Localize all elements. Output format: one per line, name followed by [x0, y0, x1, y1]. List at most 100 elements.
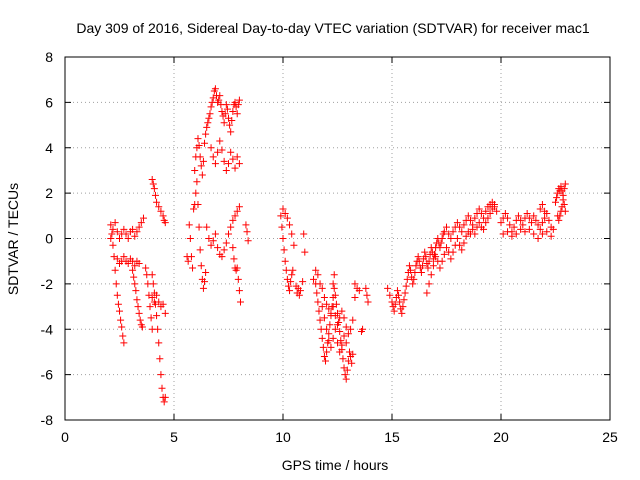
data-point [547, 232, 555, 240]
data-point [553, 194, 561, 202]
data-point [386, 291, 394, 299]
data-point [113, 228, 121, 236]
data-point [538, 200, 546, 208]
data-point [107, 235, 115, 242]
data-point [206, 110, 214, 118]
data-point [234, 275, 242, 283]
data-point [107, 221, 115, 229]
data-point [384, 284, 392, 292]
data-point [458, 246, 466, 254]
data-point [138, 323, 146, 331]
data-point [318, 334, 326, 342]
data-point [514, 212, 522, 220]
data-point [440, 250, 448, 258]
data-point [201, 278, 209, 286]
data-point [338, 307, 346, 315]
data-point [331, 312, 339, 320]
data-point [196, 153, 204, 161]
grid [65, 57, 610, 420]
data-point [149, 280, 157, 288]
data-point [131, 280, 139, 288]
data-point [449, 248, 457, 256]
data-point [325, 337, 333, 345]
data-point [336, 348, 344, 356]
data-point [482, 219, 490, 227]
data-point [320, 314, 328, 322]
data-point [193, 178, 201, 186]
data-point [277, 212, 285, 220]
data-point [214, 148, 222, 156]
data-point [364, 298, 372, 306]
data-point [534, 235, 542, 242]
data-point [108, 230, 116, 238]
data-point [131, 232, 139, 240]
data-point [543, 228, 551, 236]
data-point [340, 332, 348, 340]
data-point [185, 221, 193, 229]
data-point [137, 219, 145, 227]
data-point [159, 300, 167, 308]
data-point [130, 273, 138, 281]
data-point [221, 110, 229, 118]
data-point [119, 332, 127, 340]
data-point [410, 275, 418, 283]
data-point [316, 316, 324, 324]
data-point [318, 303, 326, 311]
data-point [456, 241, 464, 249]
data-point [283, 214, 291, 222]
data-point [349, 316, 357, 324]
data-point [286, 221, 294, 229]
data-point [460, 239, 468, 247]
data-point [538, 219, 546, 227]
data-point [561, 180, 569, 188]
data-point [395, 291, 403, 299]
data-point [530, 212, 538, 220]
data-point [323, 325, 331, 333]
data-point [445, 230, 453, 238]
data-point [191, 166, 199, 174]
data-point [331, 291, 339, 299]
data-point [355, 287, 363, 295]
data-point [184, 257, 192, 265]
data-point [133, 228, 141, 236]
axes [64, 56, 611, 421]
data-point [155, 298, 163, 306]
data-point [443, 223, 450, 231]
data-point [471, 230, 479, 238]
data-point [111, 266, 119, 274]
y-tick-label: 0 [45, 231, 53, 247]
data-point [135, 223, 143, 231]
y-tick-label: -6 [41, 367, 54, 383]
data-point [339, 355, 347, 363]
data-point [150, 185, 158, 193]
data-point [453, 219, 461, 227]
data-point [229, 216, 237, 224]
data-point [112, 280, 120, 288]
data-point [296, 287, 304, 295]
data-point [310, 275, 318, 283]
data-point [329, 303, 337, 311]
data-point [192, 189, 200, 197]
data-point [153, 198, 161, 206]
data-point [205, 235, 213, 242]
data-point [230, 255, 238, 263]
data-point [279, 205, 287, 213]
data-point [488, 205, 496, 213]
data-point [327, 343, 335, 351]
data-point [161, 309, 169, 317]
data-point [280, 246, 288, 254]
data-point [320, 293, 328, 301]
data-point [393, 287, 401, 295]
data-point [235, 96, 243, 104]
data-point [220, 157, 228, 165]
data-point [525, 225, 533, 233]
y-tick-label: 6 [45, 94, 53, 110]
data-point [225, 230, 232, 238]
data-point [534, 221, 542, 229]
data-point [490, 200, 498, 208]
data-point [218, 146, 226, 154]
data-point [198, 171, 206, 179]
data-point [460, 221, 468, 229]
